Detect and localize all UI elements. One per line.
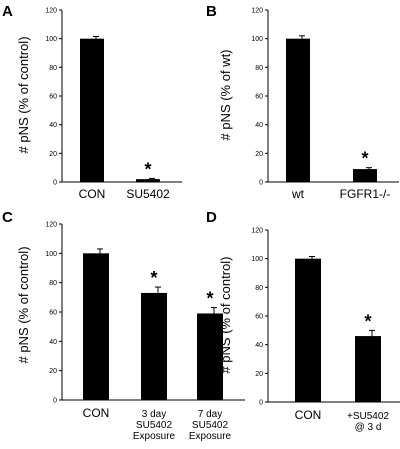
- category-label: +SU5402 @ 3 d: [347, 411, 389, 433]
- y-tick-label: 80: [255, 285, 263, 292]
- y-tick-label: 40: [49, 122, 57, 129]
- y-tick-label: 60: [49, 310, 57, 317]
- bar: [286, 38, 310, 182]
- panel-letter: A: [2, 3, 13, 20]
- category-label: wt: [291, 187, 305, 201]
- y-tick-label: 120: [45, 8, 57, 15]
- y-tick-label: 60: [255, 314, 263, 321]
- panel-d: D # pNS (% of control) 0 20 40 60 80 100 120 CON +…: [206, 209, 400, 433]
- y-tick-label: 20: [49, 368, 57, 375]
- bar: [355, 336, 381, 402]
- significance-marker: *: [364, 311, 371, 331]
- y-tick-label: 100: [45, 251, 57, 258]
- panel-c: C # pNS (% of control) 0 20 40 60 80 100 120 CON 3…: [2, 209, 245, 442]
- y-tick-label: 20: [49, 151, 57, 158]
- y-tick-label: 60: [255, 94, 263, 101]
- y-tick-label: 40: [255, 342, 263, 349]
- significance-marker: *: [361, 149, 368, 169]
- panel-a: A # pNS (% of control) 0 20 40 60 80 100 120 CON S…: [2, 3, 182, 201]
- y-axis-label: # pNS (% of control): [218, 256, 233, 373]
- category-label: CON: [79, 187, 106, 201]
- y-tick-label: 100: [251, 256, 263, 263]
- bar: [141, 292, 167, 400]
- bar: [295, 258, 321, 402]
- y-tick-label: 0: [53, 398, 57, 405]
- y-tick-label: 20: [255, 371, 263, 378]
- significance-marker: *: [144, 159, 151, 179]
- category-label: 3 day SU5402 Exposure: [133, 409, 176, 442]
- category-label: SU5402: [126, 187, 170, 201]
- y-tick-label: 0: [259, 180, 263, 187]
- y-tick-label: 40: [255, 122, 263, 129]
- y-tick-label: 80: [255, 65, 263, 72]
- significance-marker: *: [206, 289, 213, 309]
- y-tick-label: 120: [251, 228, 263, 235]
- panel-b: B # pNS (% of wt) 0 20 40 60 80 100 120 wt FGFR1-/…: [206, 3, 399, 201]
- y-tick-label: 0: [259, 400, 263, 407]
- bar: [353, 169, 377, 182]
- panel-letter: D: [206, 209, 217, 226]
- y-axis-label: # pNS (% of wt): [218, 49, 233, 140]
- y-tick-label: 100: [251, 36, 263, 43]
- y-tick-label: 100: [45, 36, 57, 43]
- y-tick-label: 120: [251, 8, 263, 15]
- y-tick-label: 60: [49, 94, 57, 101]
- y-tick-label: 120: [45, 222, 57, 229]
- category-label: CON: [83, 406, 110, 420]
- category-label: CON: [295, 408, 322, 422]
- y-tick-label: 80: [49, 65, 57, 72]
- y-tick-label: 80: [49, 280, 57, 287]
- category-label: FGFR1-/-: [340, 187, 391, 201]
- y-tick-label: 40: [49, 339, 57, 346]
- significance-marker: *: [150, 268, 157, 288]
- bar: [197, 313, 223, 400]
- y-axis-label: # pNS (% of control): [16, 246, 31, 363]
- y-tick-label: 0: [53, 180, 57, 187]
- panel-letter: B: [206, 3, 217, 20]
- bar: [136, 179, 160, 182]
- panel-letter: C: [2, 209, 13, 226]
- y-axis-label: # pNS (% of control): [16, 36, 31, 153]
- y-tick-label: 20: [255, 151, 263, 158]
- bar: [83, 253, 109, 400]
- category-label: 7 day SU5402 Exposure: [189, 409, 232, 442]
- bar: [80, 38, 104, 182]
